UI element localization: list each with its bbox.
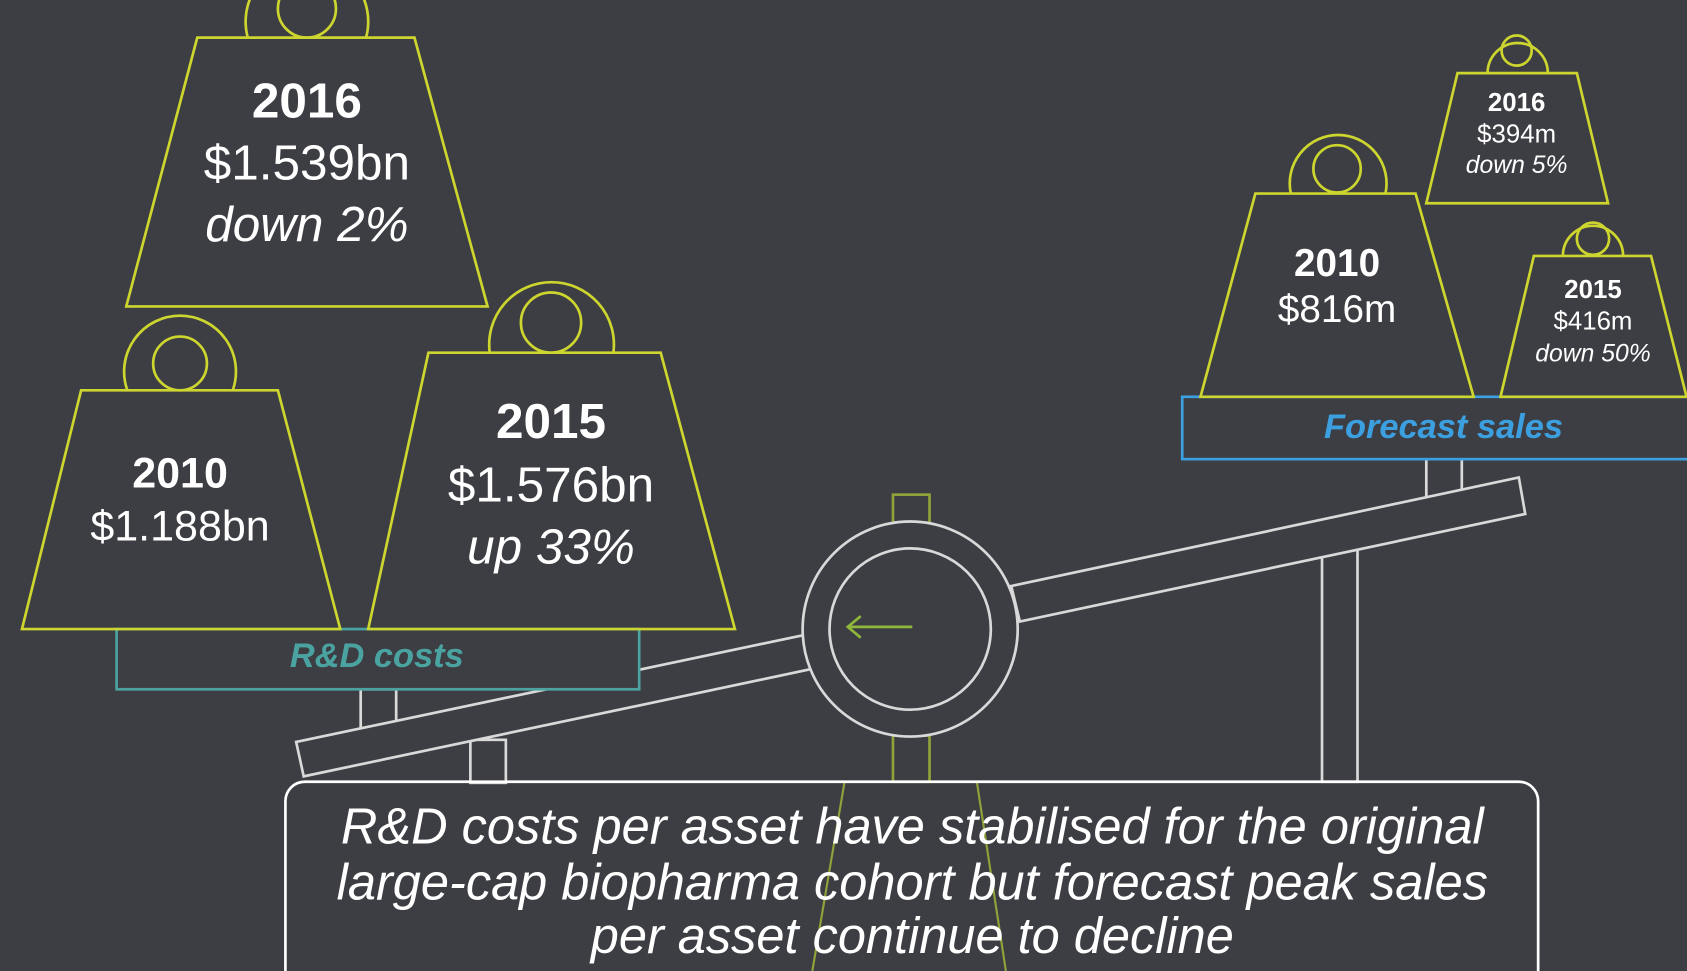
post [1322,543,1357,782]
infographic: R&D costs 2016 $1.539bn down 2% 2010 $1.… [0,0,1687,971]
weight-year: 2016 [1488,89,1545,117]
weight-value: $816m [1278,288,1396,331]
weight-year: 2010 [1294,242,1380,285]
weight-change: down 2% [205,197,408,252]
weight-value: $1.539bn [204,136,410,191]
weight-change: down 5% [1466,152,1568,179]
caption-line: large-cap biopharma cohort but forecast … [337,853,1488,910]
weight-year: 2015 [1564,276,1621,304]
weight-year: 2015 [496,394,606,449]
sales-label: Forecast sales [1324,408,1563,446]
weight-change: down 50% [1535,340,1650,367]
page: R&D costs 2016 $1.539bn down 2% 2010 $1.… [0,0,1687,971]
post [470,740,505,783]
weight-year: 2010 [132,450,228,498]
pivot-inner [830,548,991,709]
pivot-base [893,736,930,782]
weight-change: up 33% [467,520,635,575]
weight-value: $1.576bn [448,457,654,512]
weight-year: 2016 [252,73,362,128]
weight-value: $416m [1554,307,1633,335]
rd-label: R&D costs [290,637,464,675]
caption-line: R&D costs per asset have stabilised for … [341,797,1486,854]
weight-value: $1.188bn [90,502,269,550]
weight-value: $394m [1477,120,1556,148]
caption-line: per asset continue to decline [589,907,1234,964]
pivot-top [893,495,930,523]
